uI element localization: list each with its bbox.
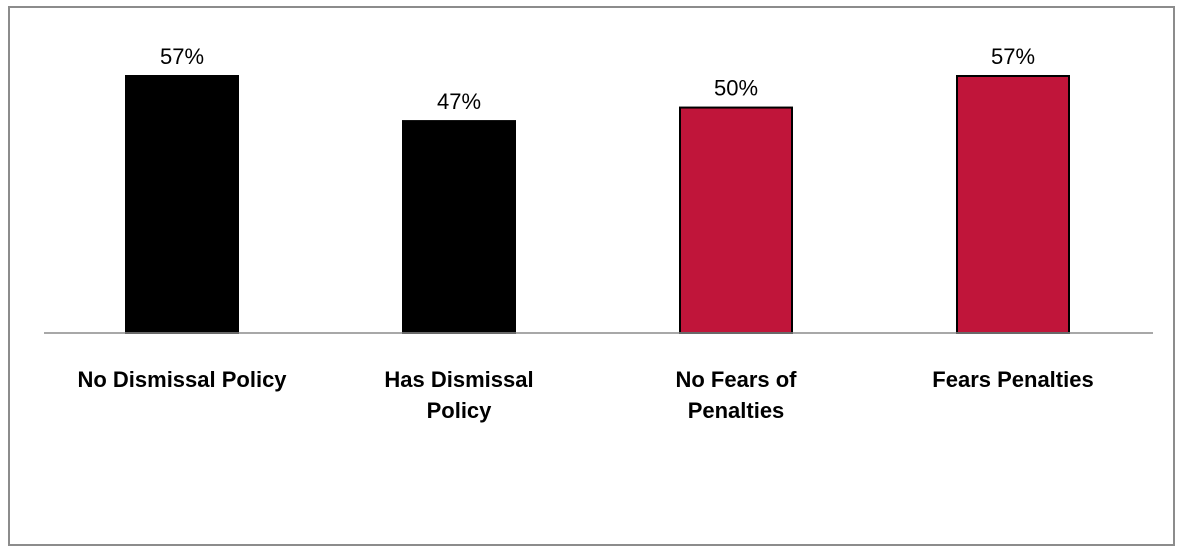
value-labels-group: 57% 47% 50% 57% [160, 44, 1035, 114]
category-label-4: Fears Penalties [932, 367, 1093, 392]
bars-group [125, 75, 1070, 334]
category-label-2: Has Dismissal Policy [384, 367, 533, 423]
category-labels-group: No Dismissal Policy Has Dismissal Policy No… [77, 367, 1093, 423]
value-label-2: 47% [437, 89, 481, 114]
category-label-1: No Dismissal Policy [77, 367, 287, 392]
bar-3 [679, 106, 793, 334]
value-label-3: 50% [714, 76, 758, 101]
bar-4 [956, 75, 1070, 334]
value-label-1: 57% [160, 44, 204, 69]
value-label-4: 57% [991, 44, 1035, 69]
category-label-3: No Fears of Penalties [675, 367, 797, 423]
bar-1 [125, 75, 239, 334]
bar-2 [402, 120, 516, 334]
